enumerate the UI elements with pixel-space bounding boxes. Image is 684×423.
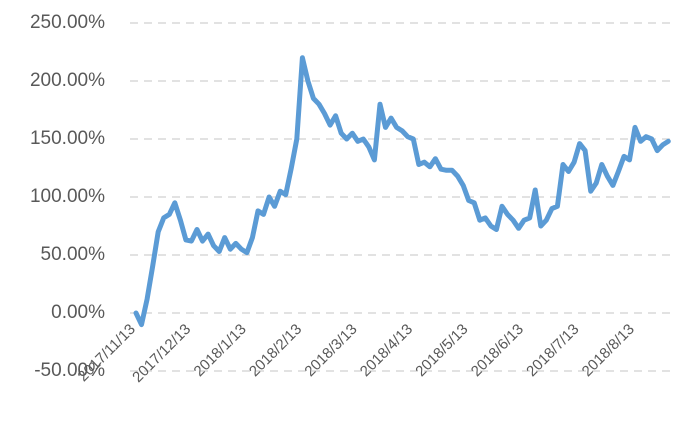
y-tick-label: 250.00% [30,12,105,33]
x-tick-label: 2017/11/13 [75,321,139,385]
y-tick-label: 0.00% [51,302,105,323]
y-tick-label: 150.00% [30,128,105,149]
line-series [133,55,671,328]
y-tick-label: 50.00% [41,244,106,265]
x-tick-label: 2017/12/13 [129,321,194,386]
y-tick-label: 200.00% [30,70,105,91]
y-tick-label: 100.00% [30,186,105,207]
y-tick-label: -50.00% [34,360,105,381]
